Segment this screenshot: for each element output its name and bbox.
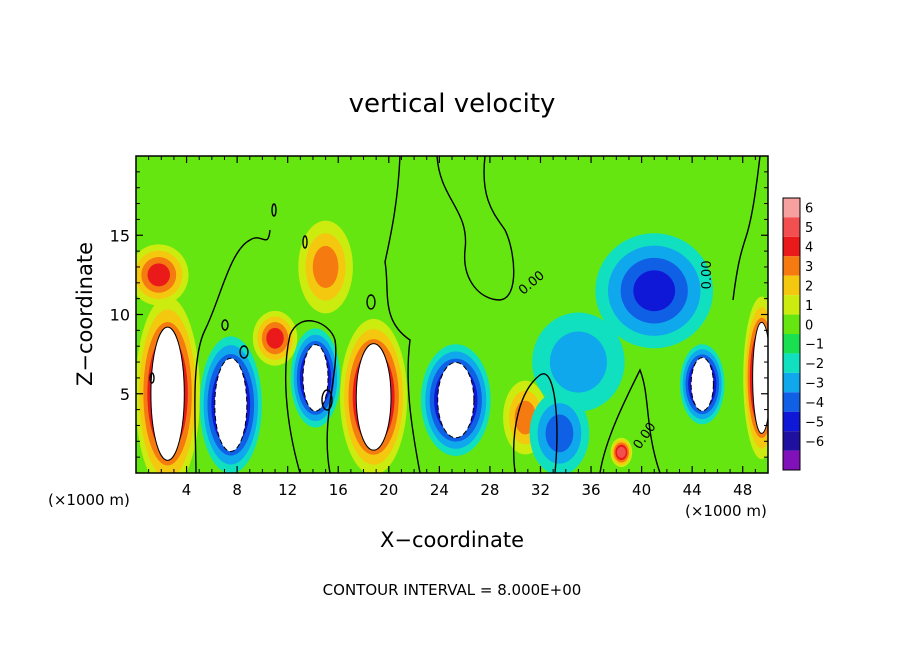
y-axis-label: Z−coordinate (73, 242, 97, 386)
field-core (302, 344, 329, 412)
contour-line (384, 156, 421, 473)
contour-line (221, 319, 229, 331)
colorbar-swatch (783, 334, 800, 354)
colorbar-swatch (783, 314, 800, 334)
field-feature-downdraft (199, 336, 262, 473)
x-unit-left: (×1000 m) (48, 491, 130, 509)
contour-line (302, 235, 308, 249)
colorbar-label: 3 (805, 260, 813, 275)
contour-line (149, 372, 155, 384)
colorbar-swatch (783, 275, 800, 296)
field-feature-updraft (298, 220, 353, 314)
field-feature-updraft (136, 296, 200, 473)
colorbar-label: −2 (805, 357, 824, 372)
colorbar-label: −5 (805, 415, 824, 430)
x-tick-label: 28 (480, 481, 499, 499)
x-tick-label: 32 (531, 481, 550, 499)
colorbar-swatch (783, 256, 800, 276)
colorbar-label: −3 (805, 377, 824, 392)
colorbar-swatch (783, 295, 800, 315)
colorbar-label: 2 (805, 279, 813, 294)
colorbar-label: 5 (805, 221, 813, 236)
colorbar-swatch (783, 217, 800, 237)
x-tick-label: 24 (430, 481, 449, 499)
colorbar-swatch (783, 431, 800, 451)
colorbar-swatch (783, 372, 800, 393)
field-core (437, 361, 475, 439)
x-tick-label: 44 (683, 481, 702, 499)
x-tick-label: 4 (182, 481, 192, 499)
contour-line (366, 294, 376, 310)
field-feature-updraft (252, 310, 298, 366)
contour-line (239, 345, 249, 359)
x-tick-label: 12 (278, 481, 297, 499)
colorbar-label: 6 (805, 202, 813, 217)
x-tick-label: 8 (232, 481, 242, 499)
x-axis: 4 8 12 16 20 24 28 32 36 40 44 48 (148, 156, 756, 499)
x-tick-label: 16 (329, 481, 348, 499)
colorbar-swatch (783, 198, 800, 218)
contour-label: 0.00 (700, 260, 715, 289)
field-core (690, 357, 714, 412)
contour-line (436, 156, 515, 301)
x-unit-right: (×1000 m) (685, 502, 767, 520)
x-tick-label: 40 (632, 481, 651, 499)
field-feature-downdraft (595, 233, 714, 349)
contour-line (599, 368, 661, 473)
field-core (752, 321, 768, 434)
colorbar-label: −4 (805, 396, 824, 411)
colorbar-swatch (783, 450, 800, 470)
field-band (147, 263, 171, 287)
field-feature-updraft (136, 244, 189, 306)
contour-line (194, 229, 271, 473)
field-band (545, 414, 574, 453)
colorbar-label: 0 (805, 318, 813, 333)
colorbar-label: −6 (805, 435, 824, 450)
y-tick-label: 15 (110, 226, 130, 245)
contour-line (271, 203, 277, 217)
field-band (549, 331, 607, 393)
colorbar-swatch (783, 236, 800, 257)
field-band (616, 446, 626, 458)
field-band (312, 245, 339, 288)
colorbar-swatch (783, 392, 800, 412)
field-core (355, 343, 392, 451)
field-feature-downdraft (680, 344, 725, 425)
field-feature-downdraft (532, 312, 625, 412)
contour-line (513, 373, 558, 473)
field-band (633, 270, 676, 312)
chart-title: vertical velocity (349, 89, 556, 119)
contour-line (285, 320, 337, 473)
contour-line (321, 389, 333, 411)
field-feature-downdraft (420, 344, 491, 456)
y-tick-label: 10 (110, 306, 130, 325)
colorbar-swatch (783, 411, 800, 432)
x-tick-label: 36 (581, 481, 600, 499)
field-band (266, 327, 284, 349)
field-core (214, 357, 248, 452)
zero-contours (149, 156, 761, 473)
colorbar-label: −1 (805, 338, 824, 353)
field-feature-updraft (610, 437, 633, 468)
colorbar-swatch (783, 353, 800, 373)
colorbar-label: 4 (805, 241, 813, 256)
x-tick-label: 20 (379, 481, 398, 499)
y-axis: 5 10 15 (110, 171, 768, 458)
colorbar-label: 1 (805, 299, 813, 314)
contour-interval-footer: CONTOUR INTERVAL = 8.000E+00 (323, 581, 582, 599)
field-feature-downdraft (529, 391, 590, 473)
x-axis-label: X−coordinate (380, 528, 524, 552)
colorbar-frame (782, 197, 801, 471)
colorbar: 6 5 4 3 2 1 0 −1 −2 −3 −4 −5 −6 (782, 197, 824, 471)
velocity-field (136, 156, 768, 473)
field-core (150, 326, 185, 461)
x-tick-label: 48 (733, 481, 752, 499)
field-feature-updraft (340, 318, 408, 473)
contour-line (732, 156, 761, 301)
y-tick-label: 5 (120, 385, 130, 404)
field-feature-updraft (743, 296, 768, 460)
